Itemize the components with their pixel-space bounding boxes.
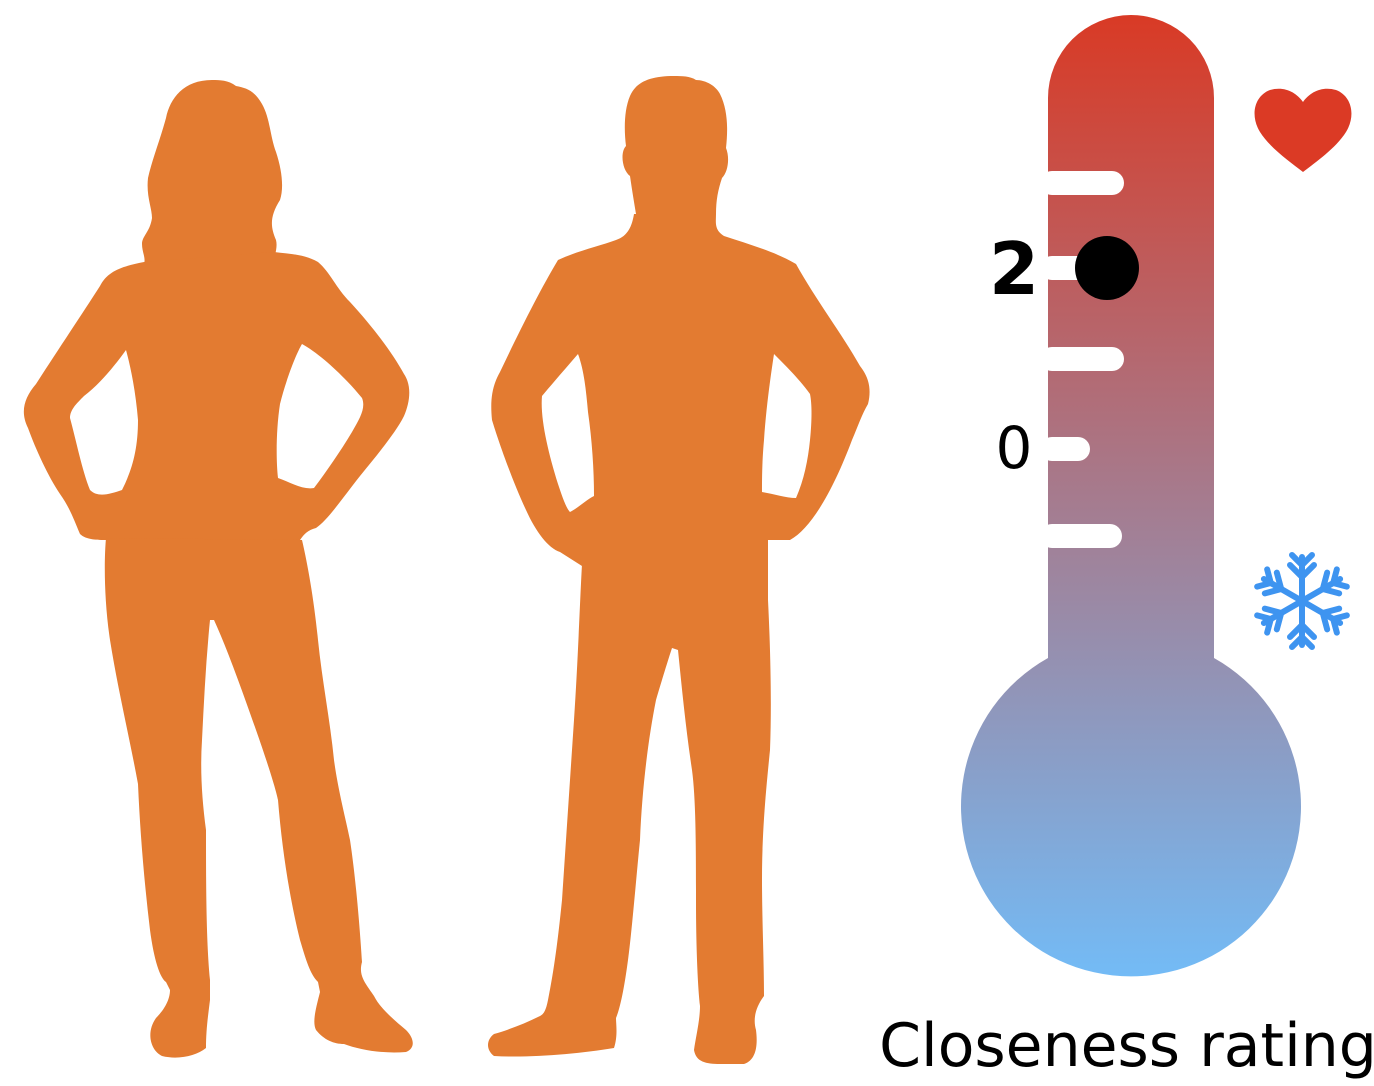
tick-1 bbox=[1040, 347, 1124, 371]
label-0: 0 bbox=[996, 414, 1033, 482]
woman-silhouette bbox=[24, 80, 413, 1058]
thermometer: 2 0 bbox=[961, 15, 1301, 976]
tick-0 bbox=[1040, 437, 1090, 461]
tick-4 bbox=[1040, 171, 1124, 195]
label-2: 2 bbox=[989, 227, 1039, 311]
man-legs bbox=[488, 564, 771, 1064]
snowflake-icon bbox=[1256, 555, 1348, 647]
rating-marker bbox=[1075, 236, 1139, 300]
caption: Closeness rating bbox=[879, 1011, 1374, 1081]
man-torso bbox=[491, 214, 869, 566]
woman-legs bbox=[105, 538, 413, 1058]
man-silhouette bbox=[488, 76, 870, 1064]
thermometer-body bbox=[961, 15, 1301, 976]
man-head bbox=[623, 76, 729, 214]
woman-torso bbox=[24, 252, 409, 540]
heart-icon bbox=[1255, 89, 1352, 172]
woman-head bbox=[142, 80, 282, 264]
tick-minus-1 bbox=[1040, 524, 1122, 548]
